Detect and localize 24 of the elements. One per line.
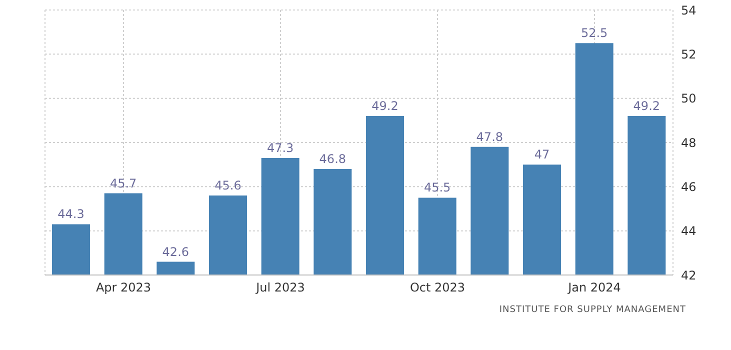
data-label: 47.3 — [266, 140, 294, 155]
y-tick-label: 52 — [681, 47, 696, 62]
data-label: 45.7 — [110, 176, 137, 190]
data-label: 46.8 — [319, 152, 346, 166]
y-tick-label: 48 — [681, 136, 696, 150]
y-tick-label: 46 — [681, 180, 696, 194]
data-label: 49.2 — [372, 99, 398, 113]
data-label: 47 — [534, 148, 550, 162]
data-label: 47.8 — [476, 130, 504, 144]
data-label: 42.6 — [162, 244, 190, 259]
data-label: 49.2 — [633, 99, 660, 113]
x-tick-label: Jan 2024 — [567, 280, 621, 295]
y-tick-label: 42 — [681, 268, 696, 282]
data-label: 45.5 — [424, 180, 451, 195]
data-label: 44.3 — [58, 207, 84, 222]
text: INSTITUTE FOR SUPPLY MANAGEMENT — [498, 305, 687, 315]
y-tick-label: 54 — [681, 3, 696, 18]
x-tick-label: Oct 2023 — [410, 280, 466, 295]
data-label: 45.6 — [214, 178, 242, 192]
data-label: 52.5 — [580, 26, 608, 40]
x-tick-label: Apr 2023 — [96, 280, 152, 295]
x-tick-label: Jul 2023 — [255, 280, 305, 295]
y-tick-label: 50 — [681, 92, 696, 106]
y-tick-label: 44 — [681, 224, 696, 238]
